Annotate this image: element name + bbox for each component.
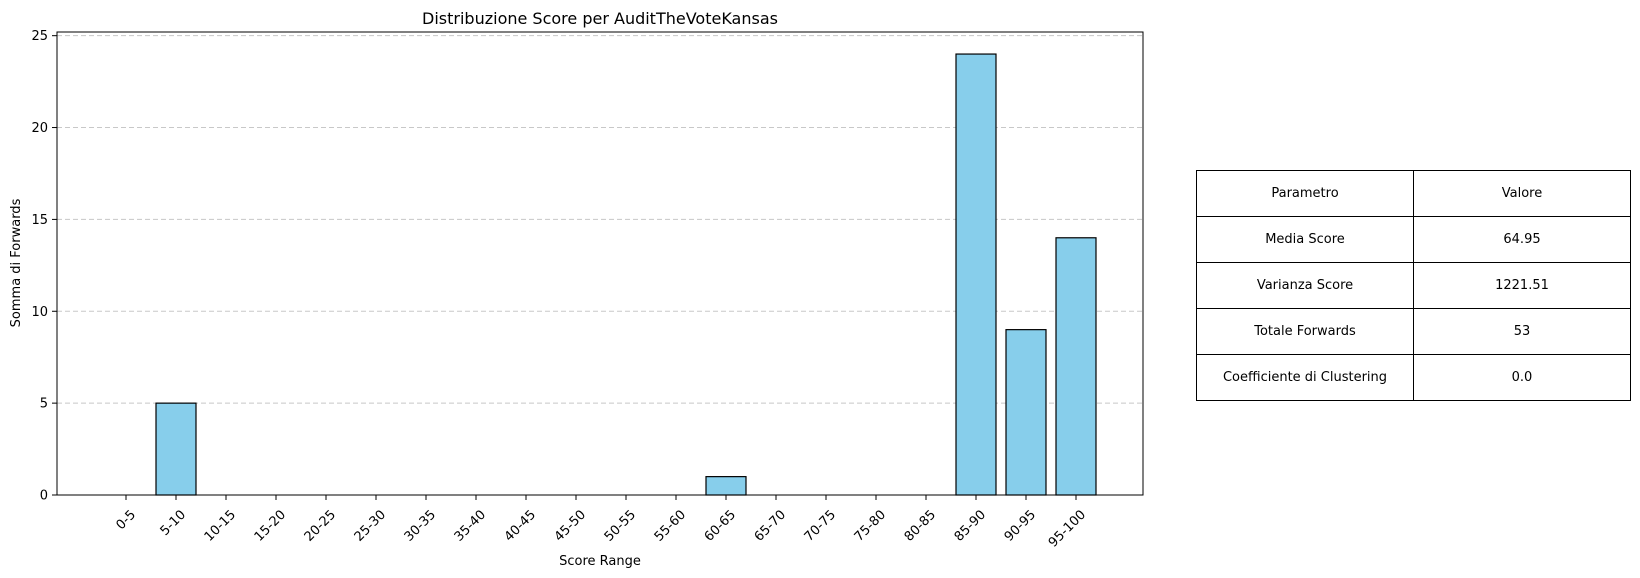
- x-tick-label: 90-95: [1002, 507, 1039, 544]
- bar: [1005, 329, 1047, 496]
- bar: [955, 53, 997, 496]
- table-cell-value: 64.95: [1413, 216, 1631, 263]
- x-tick-label: 5-10: [158, 507, 189, 538]
- table-cell-value: 53: [1413, 308, 1631, 355]
- table-cell-parameter: Varianza Score: [1196, 262, 1414, 309]
- table-cell-parameter: Coefficiente di Clustering: [1196, 354, 1414, 401]
- x-tick-label: 75-80: [852, 507, 889, 544]
- x-tick-label: 85-90: [952, 507, 989, 544]
- y-tick-label: 10: [31, 305, 48, 320]
- table-header-cell: Parametro: [1196, 170, 1414, 217]
- table-cell-parameter: Media Score: [1196, 216, 1414, 263]
- x-axis-label: Score Range: [559, 554, 641, 569]
- x-axis-ticks: 0-5 5-10 10-15 15-20 20-25 25-30 30-35 35-40 40-…: [113, 495, 1089, 551]
- y-tick-label: 20: [31, 121, 48, 136]
- x-tick-label: 10-15: [202, 507, 239, 544]
- table-row: Varianza Score 1221.51: [1196, 262, 1631, 309]
- plot-frame: [56, 31, 1144, 496]
- x-tick-label: 0-5: [113, 507, 139, 533]
- table-header-cell: Valore: [1413, 170, 1631, 217]
- y-tick-label: 5: [40, 397, 48, 412]
- x-tick-label: 60-65: [702, 507, 739, 544]
- x-tick-label: 45-50: [552, 507, 589, 544]
- x-tick-label: 30-35: [402, 507, 439, 544]
- table-row: Media Score 64.95: [1196, 216, 1631, 263]
- x-tick-label: 80-85: [902, 507, 939, 544]
- x-tick-label: 70-75: [802, 507, 839, 544]
- table-header-row: Parametro Valore: [1196, 170, 1631, 217]
- bar: [1055, 237, 1097, 496]
- x-tick-label: 15-20: [252, 507, 289, 544]
- bar: [155, 402, 197, 496]
- x-tick-label: 20-25: [302, 507, 339, 544]
- y-axis-label: Somma di Forwards: [9, 198, 24, 327]
- y-tick-label: 0: [40, 489, 48, 504]
- x-tick-label: 25-30: [352, 507, 389, 544]
- x-tick-label: 65-70: [752, 507, 789, 544]
- table-row: Totale Forwards 53: [1196, 308, 1631, 355]
- x-tick-label: 55-60: [652, 507, 689, 544]
- y-axis-ticks: 0 5 10 15 20 25: [31, 29, 57, 504]
- x-tick-label: 50-55: [602, 507, 639, 544]
- x-tick-label: 95-100: [1046, 507, 1089, 550]
- bars: [155, 53, 1097, 496]
- table-cell-value: 1221.51: [1413, 262, 1631, 309]
- bar: [705, 476, 747, 496]
- x-tick-label: 35-40: [452, 507, 489, 544]
- y-tick-label: 25: [31, 29, 48, 44]
- chart-title: Distribuzione Score per AuditTheVoteKans…: [422, 9, 778, 28]
- table-row: Coefficiente di Clustering 0.0: [1196, 354, 1631, 401]
- x-tick-label: 40-45: [502, 507, 539, 544]
- stats-table: Parametro Valore Media Score 64.95 Varia…: [1196, 170, 1631, 401]
- table-cell-parameter: Totale Forwards: [1196, 308, 1414, 355]
- y-tick-label: 15: [31, 213, 48, 228]
- table-cell-value: 0.0: [1413, 354, 1631, 401]
